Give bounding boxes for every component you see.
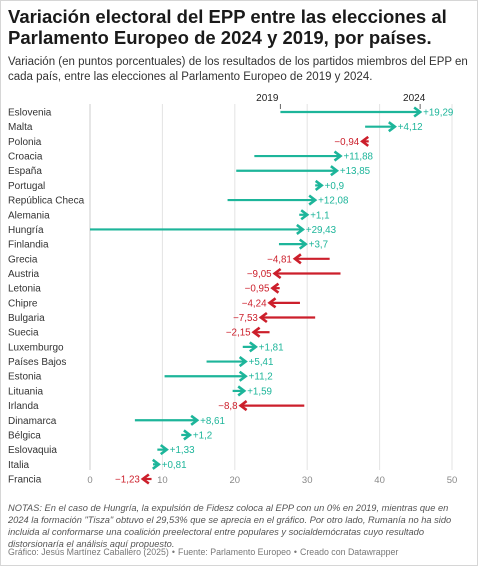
value-label: +3,7 [309, 240, 328, 251]
country-label: Grecia [8, 254, 38, 265]
x-tick-label: 40 [374, 475, 385, 486]
country-label: Estonia [8, 372, 42, 383]
x-tick-label: 10 [157, 475, 168, 486]
arrow-head [272, 267, 282, 280]
value-label: −0,95 [245, 284, 270, 295]
value-label: −8,8 [218, 401, 238, 412]
arrow-head [152, 458, 161, 470]
country-label: Irlanda [8, 401, 39, 412]
country-label: Suecia [8, 328, 39, 339]
country-label: República Checa [8, 196, 85, 207]
arrow-head [249, 341, 258, 353]
value-label: +4,12 [398, 122, 423, 133]
country-label: Finlandia [8, 240, 49, 251]
country-label: Eslovaquia [8, 445, 57, 456]
value-label: −4,24 [242, 298, 267, 309]
value-label: +1,2 [193, 430, 212, 441]
value-label: +13,85 [340, 166, 371, 177]
value-label: +8,61 [200, 416, 225, 427]
credit-text: Gráfico: Jesús Martínez Caballero (2025) [8, 547, 169, 557]
country-label: Eslovenia [8, 108, 52, 119]
value-label: +1,59 [247, 386, 272, 397]
source-text: Fuente: Parlamento Europeo [177, 547, 291, 557]
value-label: +5,41 [249, 357, 274, 368]
arrow-head [237, 385, 247, 397]
arrow-head [267, 297, 277, 309]
arrow-head [159, 444, 169, 456]
value-label: +19,29 [423, 108, 453, 119]
value-label: +29,43 [306, 225, 337, 236]
arrow-head [238, 370, 248, 382]
value-label: −0,94 [334, 137, 359, 148]
arrow-head [314, 179, 324, 191]
legend-2019-label: 2019 [256, 93, 279, 104]
arrow-head [298, 238, 308, 250]
arrow-head [270, 282, 280, 294]
country-label: Austria [8, 269, 40, 280]
tool-text: Creado con Datawrapper [300, 547, 399, 557]
x-tick-label: 0 [87, 475, 92, 486]
arrow-head [333, 150, 343, 162]
arrow-head [388, 121, 397, 133]
chart-subtitle: Variación (en puntos porcentuales) de lo… [8, 56, 468, 83]
arrow-head [296, 223, 306, 235]
arrow-head [330, 165, 340, 177]
arrow-head [308, 194, 318, 206]
value-label: +1,1 [310, 210, 329, 221]
arrow-head [258, 311, 268, 324]
country-label: Francia [8, 475, 42, 486]
country-label: Lituania [8, 386, 43, 397]
country-label: Bélgica [8, 430, 41, 441]
country-label: Portugal [8, 181, 45, 192]
country-label: Croacia [8, 152, 43, 163]
arrow-head [413, 106, 423, 118]
arrow-head [251, 326, 261, 338]
country-label: Bulgaria [8, 313, 45, 324]
x-tick-label: 30 [302, 475, 313, 486]
value-label: +1,33 [170, 445, 195, 456]
value-label: −1,23 [115, 475, 140, 486]
separator: • [171, 547, 175, 557]
value-label: +0,9 [325, 181, 344, 192]
x-tick-label: 50 [447, 475, 458, 486]
country-label: Dinamarca [8, 416, 57, 427]
chart-source: Gráfico: Jesús Martínez Caballero (2025)… [8, 547, 470, 557]
arrow-head [238, 356, 248, 368]
country-label: Chipre [8, 298, 38, 309]
arrow-head [183, 429, 193, 441]
country-label: España [8, 166, 42, 177]
country-label: Países Bajos [8, 357, 66, 368]
arrow-head [300, 209, 310, 221]
value-label: +11,2 [249, 372, 273, 383]
country-label: Italia [8, 460, 30, 471]
value-label: +11,88 [344, 152, 374, 163]
value-label: −4,81 [267, 254, 292, 265]
value-label: −9,05 [247, 269, 272, 280]
x-tick-label: 20 [230, 475, 241, 486]
value-label: −2,15 [226, 328, 251, 339]
country-label: Malta [8, 122, 33, 133]
value-label: +0,81 [162, 460, 187, 471]
country-label: Letonia [8, 284, 41, 295]
value-label: −7,53 [233, 313, 258, 324]
arrow-head [190, 414, 200, 426]
chart-title: Variación electoral del EPP entre las el… [8, 6, 447, 48]
arrow-head [292, 253, 302, 265]
country-label: Polonia [8, 137, 42, 148]
chart-notes: NOTAS: En el caso de Hungría, la expulsi… [8, 503, 452, 549]
arrow-head [140, 473, 150, 485]
arrow-head [238, 400, 248, 412]
value-label: +12,08 [318, 196, 349, 207]
country-label: Alemania [8, 210, 50, 221]
legend-2024-label: 2024 [403, 93, 426, 104]
country-label: Hungría [8, 225, 44, 236]
country-label: Luxemburgo [8, 342, 64, 353]
arrow-head [360, 135, 370, 147]
value-label: +1,81 [259, 342, 284, 353]
arrow-chart: 0 10 20 30 40 50 2019 2024 Eslovenia +19,29 Malta +… [8, 93, 458, 486]
separator: • [293, 547, 298, 557]
